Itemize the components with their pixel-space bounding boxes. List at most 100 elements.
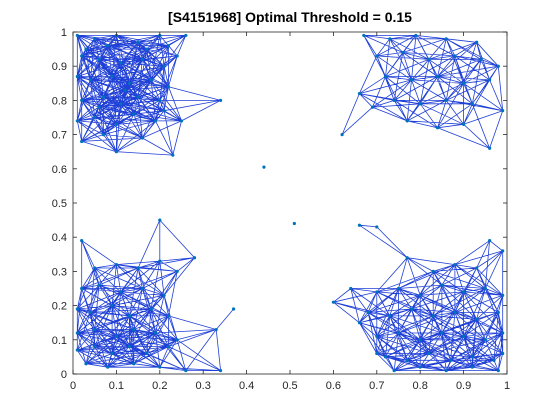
data-point — [114, 334, 118, 338]
data-point — [475, 40, 479, 44]
data-point — [418, 102, 422, 106]
data-point — [114, 150, 118, 154]
data-point — [409, 78, 414, 82]
x-tick-label: 0 — [70, 380, 76, 392]
x-tick-label: 0.5 — [282, 380, 297, 392]
data-point — [366, 310, 370, 315]
data-point — [405, 358, 409, 362]
data-point — [166, 44, 171, 48]
data-point — [435, 126, 440, 130]
data-point — [145, 351, 149, 356]
data-point — [440, 283, 444, 287]
data-point — [110, 74, 114, 79]
data-point — [97, 57, 101, 61]
data-point — [123, 88, 127, 92]
data-point — [80, 286, 84, 291]
data-point — [80, 98, 84, 102]
data-point — [392, 98, 396, 102]
data-point — [357, 91, 362, 96]
data-point — [140, 286, 145, 291]
x-tick-label: 0.4 — [239, 380, 254, 392]
data-point — [80, 139, 84, 144]
data-point — [166, 85, 171, 89]
x-tick-label: 0.9 — [456, 380, 471, 392]
data-point — [448, 358, 453, 362]
x-tick-label: 0.6 — [326, 380, 341, 392]
data-point — [501, 331, 505, 335]
data-point — [114, 122, 118, 126]
data-point — [153, 119, 158, 123]
data-point — [401, 50, 405, 55]
data-point — [127, 314, 132, 318]
data-point — [158, 365, 162, 369]
data-point — [483, 338, 487, 342]
data-point — [340, 133, 344, 137]
data-point — [149, 78, 153, 82]
data-point — [192, 256, 197, 260]
data-point — [418, 365, 422, 369]
data-point — [396, 331, 401, 335]
x-tick-label: 0.2 — [152, 380, 167, 392]
data-point — [383, 355, 388, 359]
x-tick-label: 0.1 — [109, 380, 124, 392]
data-point — [93, 115, 97, 120]
data-point — [292, 221, 296, 226]
data-point — [218, 368, 223, 373]
data-point — [175, 54, 179, 58]
data-point — [375, 351, 379, 356]
data-point — [110, 351, 114, 356]
data-point — [427, 351, 431, 356]
data-point — [492, 358, 496, 362]
data-point — [93, 345, 97, 349]
data-point — [119, 290, 123, 294]
data-point — [93, 266, 97, 270]
data-point — [496, 64, 500, 68]
data-point — [501, 109, 505, 113]
network-edges — [76, 35, 504, 371]
edge-lines — [76, 35, 504, 371]
data-point — [501, 249, 505, 253]
data-point — [383, 74, 388, 79]
data-point — [388, 314, 392, 318]
data-point — [136, 266, 140, 270]
data-point — [470, 355, 474, 359]
y-tick-label: 0.4 — [52, 232, 67, 244]
data-point — [106, 44, 110, 48]
data-point — [158, 218, 162, 222]
data-point — [80, 54, 84, 58]
data-point — [357, 321, 362, 325]
data-point — [418, 293, 422, 297]
data-point — [418, 338, 422, 342]
y-tick-label: 0.1 — [52, 335, 67, 347]
data-point — [488, 239, 492, 243]
data-point — [462, 334, 466, 338]
data-point — [405, 256, 409, 260]
data-point — [114, 262, 118, 267]
data-point — [162, 293, 166, 297]
data-point — [214, 327, 218, 332]
data-point — [97, 283, 101, 287]
data-point — [158, 259, 162, 263]
data-point — [171, 153, 175, 157]
data-point — [162, 109, 166, 113]
data-point — [501, 293, 505, 297]
data-point — [453, 310, 457, 315]
data-point — [475, 266, 479, 270]
data-point — [375, 54, 379, 58]
data-points — [75, 33, 505, 373]
data-point — [488, 78, 492, 82]
data-point — [444, 37, 448, 41]
data-point — [444, 98, 448, 102]
data-point — [145, 47, 149, 51]
data-point — [483, 286, 487, 291]
data-point — [166, 345, 171, 349]
data-point — [175, 269, 179, 273]
x-tick-label: 0.3 — [196, 380, 211, 392]
data-point — [132, 112, 136, 116]
data-point — [101, 95, 105, 99]
data-point — [93, 37, 97, 41]
x-tick-label: 0.7 — [369, 380, 384, 392]
data-point — [132, 362, 136, 366]
data-point — [88, 310, 92, 315]
data-point — [405, 119, 409, 123]
